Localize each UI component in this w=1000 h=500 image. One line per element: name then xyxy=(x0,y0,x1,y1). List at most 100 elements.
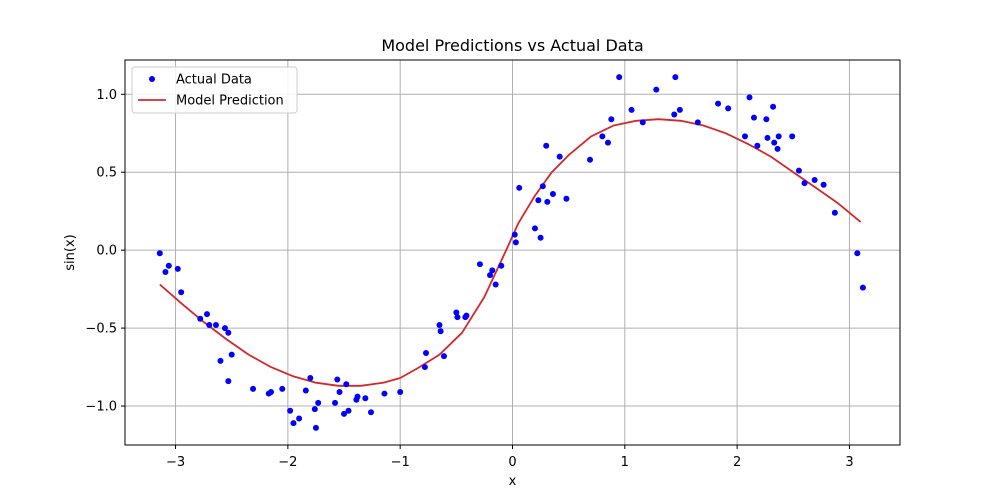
actual-data-point xyxy=(453,309,460,316)
grid-layer xyxy=(125,60,900,445)
legend-label-model-prediction: Model Prediction xyxy=(176,94,284,109)
chart-title: Model Predictions vs Actual Data xyxy=(381,36,643,55)
actual-data-point xyxy=(250,385,257,392)
actual-data-point xyxy=(608,116,615,123)
actual-data-point xyxy=(225,329,232,336)
x-tick-label: 2 xyxy=(733,455,741,470)
actual-data-point xyxy=(381,390,388,397)
actual-data-point xyxy=(487,272,494,279)
actual-data-point xyxy=(746,94,753,101)
actual-data-point xyxy=(771,139,778,146)
actual-data-point xyxy=(312,424,319,431)
actual-data-point xyxy=(436,321,443,328)
actual-data-point xyxy=(725,105,732,112)
actual-data-point xyxy=(544,198,551,205)
actual-data-point xyxy=(206,321,213,328)
actual-data-point xyxy=(556,153,563,160)
actual-data-point xyxy=(367,409,374,416)
model-prediction-layer xyxy=(159,118,862,387)
y-tick-label: 0.0 xyxy=(96,244,117,259)
actual-data-point xyxy=(287,407,294,414)
actual-data-point xyxy=(268,389,275,396)
actual-data-point xyxy=(539,183,546,190)
actual-data-point xyxy=(563,195,570,202)
actual-data-point xyxy=(511,231,518,238)
actual-data-point xyxy=(397,389,404,396)
actual-data-point xyxy=(437,328,444,335)
actual-data-point xyxy=(599,133,606,140)
actual-data-point xyxy=(498,262,505,269)
actual-data-point xyxy=(715,100,722,107)
actual-data-point xyxy=(750,114,757,121)
actual-data-point xyxy=(162,268,169,275)
actual-data-point xyxy=(341,410,348,417)
actual-data-point xyxy=(336,389,343,396)
actual-data-point xyxy=(225,378,232,385)
actual-data-point xyxy=(421,364,428,371)
y-tick-label: 0.5 xyxy=(96,166,117,181)
actual-data-point xyxy=(628,106,635,113)
actual-data-point xyxy=(820,181,827,188)
actual-data-point xyxy=(203,311,210,318)
x-tick-label: 0 xyxy=(508,455,516,470)
actual-data-point xyxy=(221,325,228,332)
actual-data-point xyxy=(423,350,430,357)
actual-data-point xyxy=(156,250,163,257)
actual-data-point xyxy=(311,406,318,413)
actual-data-point xyxy=(774,145,781,152)
actual-data-point xyxy=(671,111,678,118)
actual-data-point xyxy=(763,116,770,123)
actual-data-point xyxy=(343,381,350,388)
x-tick-label: 1 xyxy=(621,455,629,470)
actual-data-point xyxy=(549,191,556,198)
actual-data-point xyxy=(789,133,796,140)
actual-data-point xyxy=(604,139,611,146)
actual-data-point xyxy=(492,281,499,288)
actual-data-point xyxy=(801,180,808,187)
actual-data-point xyxy=(165,262,172,269)
actual-data-point xyxy=(217,357,224,364)
legend: Actual Data Model Prediction xyxy=(131,66,298,114)
actual-data-point xyxy=(672,74,679,81)
actual-data-point xyxy=(770,103,777,110)
actual-data-point xyxy=(307,374,314,381)
actual-data-point xyxy=(859,284,866,291)
x-tick-label: 3 xyxy=(845,455,853,470)
actual-data-point xyxy=(831,209,838,216)
actual-data-point xyxy=(489,267,496,274)
actual-data-point xyxy=(694,119,701,126)
actual-data-point xyxy=(296,415,303,422)
actual-data-point xyxy=(653,86,660,93)
actual-data-point xyxy=(587,156,593,163)
actual-data-point xyxy=(742,133,748,140)
actual-data-point xyxy=(440,353,447,360)
x-axis-label: x xyxy=(509,474,517,489)
legend-box xyxy=(131,66,298,114)
actual-data-point xyxy=(332,399,339,406)
legend-marker-actual-data xyxy=(149,76,155,82)
actual-data-point xyxy=(795,167,802,174)
actual-data-point xyxy=(775,133,782,140)
legend-label-actual-data: Actual Data xyxy=(176,73,252,88)
actual-data-point xyxy=(676,106,683,113)
actual-data-point xyxy=(174,265,181,272)
y-tick-label: 1.0 xyxy=(96,88,117,103)
y-axis-label: sin(x) xyxy=(63,234,78,270)
actual-data-point xyxy=(454,314,461,321)
actual-data-point xyxy=(197,315,204,322)
actual-data-point xyxy=(178,289,185,296)
actual-data-point xyxy=(854,250,861,257)
actual-data-point xyxy=(537,234,544,241)
y-tick-label: −1.0 xyxy=(85,400,117,415)
x-tick-label: −3 xyxy=(166,455,185,470)
actual-data-point xyxy=(302,387,309,394)
actual-data-point xyxy=(463,312,470,319)
actual-data-point xyxy=(616,74,623,81)
actual-data-point xyxy=(354,393,361,400)
x-tick-label: −2 xyxy=(278,455,297,470)
actual-data-point xyxy=(334,376,341,383)
model-prediction-line xyxy=(159,118,862,387)
actual-data-point xyxy=(754,142,761,149)
